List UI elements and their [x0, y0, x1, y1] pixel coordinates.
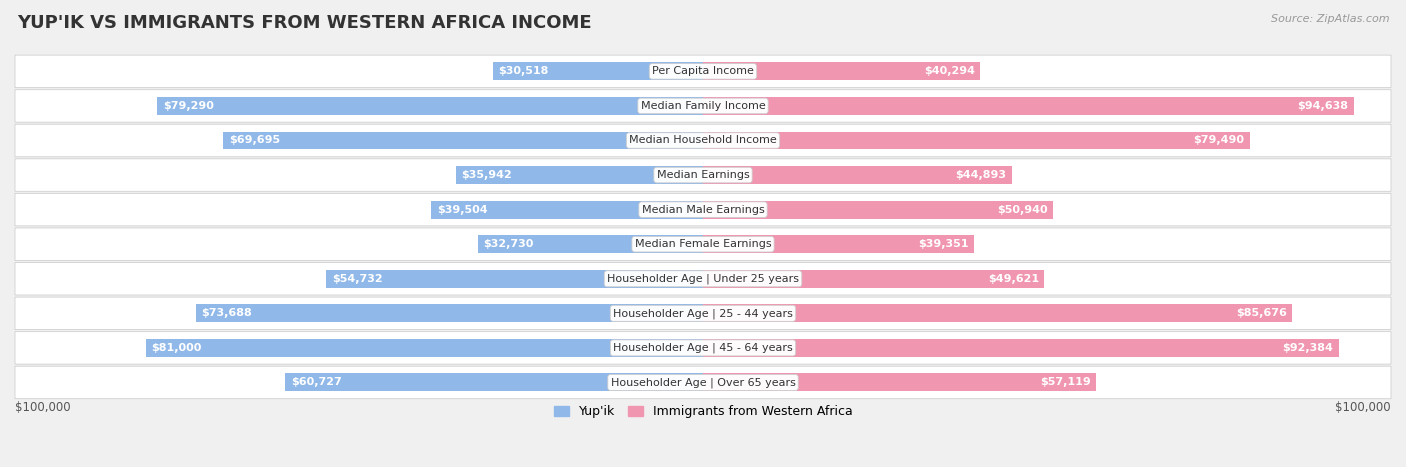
Text: $39,504: $39,504 — [437, 205, 488, 215]
Text: $30,518: $30,518 — [499, 66, 548, 77]
Text: Median Female Earnings: Median Female Earnings — [634, 239, 772, 249]
Text: $73,688: $73,688 — [201, 308, 252, 318]
Text: Householder Age | Under 25 years: Householder Age | Under 25 years — [607, 274, 799, 284]
Bar — [456, 166, 703, 184]
Text: $69,695: $69,695 — [229, 135, 280, 146]
FancyBboxPatch shape — [15, 55, 1391, 88]
Legend: Yup'ik, Immigrants from Western Africa: Yup'ik, Immigrants from Western Africa — [548, 400, 858, 423]
Text: Per Capita Income: Per Capita Income — [652, 66, 754, 77]
Text: $100,000: $100,000 — [15, 402, 70, 415]
Text: $79,490: $79,490 — [1194, 135, 1244, 146]
Text: $35,942: $35,942 — [461, 170, 512, 180]
Bar — [146, 339, 703, 357]
Bar — [432, 201, 703, 219]
Text: $94,638: $94,638 — [1298, 101, 1348, 111]
Text: $60,727: $60,727 — [291, 377, 342, 388]
FancyBboxPatch shape — [15, 366, 1391, 399]
Bar — [478, 235, 703, 253]
Text: $54,732: $54,732 — [332, 274, 382, 284]
Bar — [703, 132, 1250, 149]
Text: $44,893: $44,893 — [955, 170, 1007, 180]
Bar — [195, 304, 703, 322]
Text: $39,351: $39,351 — [918, 239, 969, 249]
FancyBboxPatch shape — [15, 262, 1391, 295]
Bar — [703, 339, 1339, 357]
Text: Median Family Income: Median Family Income — [641, 101, 765, 111]
Bar — [703, 374, 1097, 391]
Text: Householder Age | Over 65 years: Householder Age | Over 65 years — [610, 377, 796, 388]
Bar — [703, 97, 1354, 115]
Bar — [703, 63, 980, 80]
Text: Source: ZipAtlas.com: Source: ZipAtlas.com — [1271, 14, 1389, 24]
FancyBboxPatch shape — [15, 297, 1391, 330]
FancyBboxPatch shape — [15, 332, 1391, 364]
Text: $100,000: $100,000 — [1336, 402, 1391, 415]
FancyBboxPatch shape — [15, 193, 1391, 226]
Text: $85,676: $85,676 — [1236, 308, 1286, 318]
Bar — [703, 304, 1292, 322]
Bar — [224, 132, 703, 149]
Text: YUP'IK VS IMMIGRANTS FROM WESTERN AFRICA INCOME: YUP'IK VS IMMIGRANTS FROM WESTERN AFRICA… — [17, 14, 592, 32]
Bar — [285, 374, 703, 391]
Bar — [494, 63, 703, 80]
Text: $32,730: $32,730 — [484, 239, 534, 249]
Text: Householder Age | 45 - 64 years: Householder Age | 45 - 64 years — [613, 343, 793, 353]
Bar — [326, 270, 703, 288]
FancyBboxPatch shape — [15, 124, 1391, 157]
Text: Median Male Earnings: Median Male Earnings — [641, 205, 765, 215]
Bar — [703, 166, 1012, 184]
Text: $49,621: $49,621 — [988, 274, 1039, 284]
Bar — [703, 270, 1045, 288]
Bar — [703, 201, 1053, 219]
Text: Median Household Income: Median Household Income — [628, 135, 778, 146]
Text: Householder Age | 25 - 44 years: Householder Age | 25 - 44 years — [613, 308, 793, 318]
Text: Median Earnings: Median Earnings — [657, 170, 749, 180]
Bar — [157, 97, 703, 115]
FancyBboxPatch shape — [15, 228, 1391, 261]
Text: $50,940: $50,940 — [997, 205, 1047, 215]
FancyBboxPatch shape — [15, 159, 1391, 191]
Bar — [703, 235, 974, 253]
Text: $57,119: $57,119 — [1039, 377, 1091, 388]
Text: $81,000: $81,000 — [152, 343, 201, 353]
Text: $92,384: $92,384 — [1282, 343, 1333, 353]
Text: $79,290: $79,290 — [163, 101, 214, 111]
FancyBboxPatch shape — [15, 90, 1391, 122]
Text: $40,294: $40,294 — [924, 66, 974, 77]
